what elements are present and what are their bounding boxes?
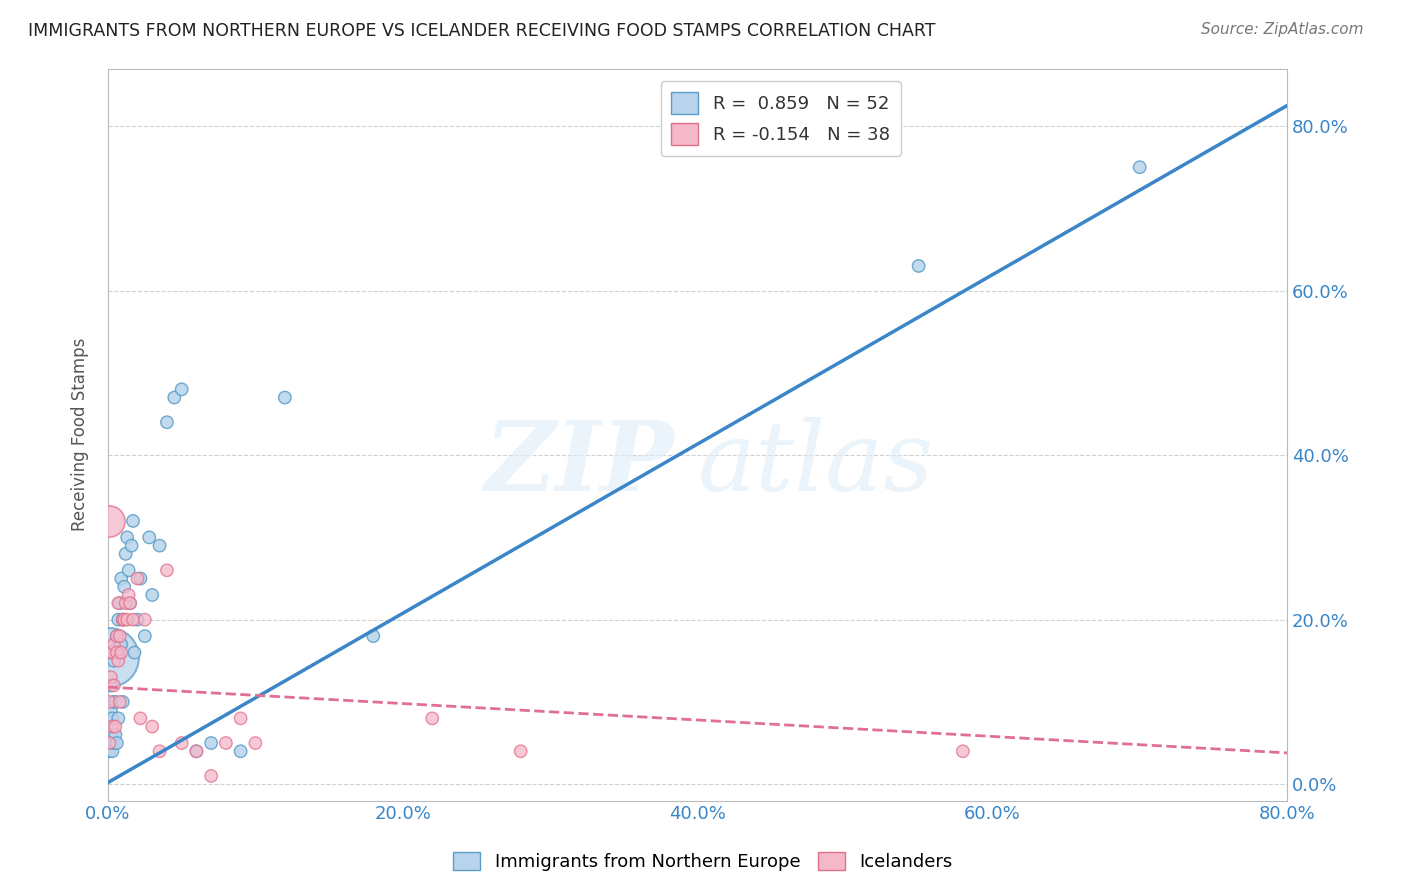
Point <box>104 646 127 660</box>
Point <box>103 637 125 651</box>
Point <box>104 720 127 734</box>
Point <box>98 514 121 528</box>
Point <box>101 711 124 725</box>
Point <box>107 646 129 660</box>
Point <box>952 744 974 758</box>
Point <box>245 736 267 750</box>
Point <box>117 588 139 602</box>
Point <box>111 695 134 709</box>
Point <box>110 637 132 651</box>
Point <box>105 646 128 660</box>
Point <box>124 646 146 660</box>
Point <box>115 613 138 627</box>
Point <box>108 629 131 643</box>
Point <box>98 649 121 664</box>
Point <box>120 596 142 610</box>
Point <box>163 391 186 405</box>
Point <box>107 596 129 610</box>
Point <box>98 744 121 758</box>
Point <box>122 514 145 528</box>
Point <box>186 744 208 758</box>
Point <box>100 678 122 692</box>
Point <box>100 720 122 734</box>
Point <box>170 736 193 750</box>
Point <box>101 720 124 734</box>
Point <box>1129 160 1152 174</box>
Point <box>148 744 170 758</box>
Point <box>100 646 122 660</box>
Point <box>98 711 121 725</box>
Point <box>122 613 145 627</box>
Point <box>129 711 152 725</box>
Point <box>114 547 136 561</box>
Point <box>105 629 128 643</box>
Point <box>108 695 131 709</box>
Point <box>229 711 252 725</box>
Point <box>134 629 156 643</box>
Point <box>156 563 179 577</box>
Point <box>170 382 193 396</box>
Point <box>98 695 121 709</box>
Point <box>104 728 127 742</box>
Point <box>121 539 143 553</box>
Point <box>112 580 135 594</box>
Point <box>141 720 163 734</box>
Point <box>104 695 127 709</box>
Point <box>103 654 125 668</box>
Point <box>110 572 132 586</box>
Y-axis label: Receiving Food Stamps: Receiving Food Stamps <box>72 338 89 532</box>
Point <box>107 613 129 627</box>
Point <box>112 613 135 627</box>
Point <box>361 629 384 643</box>
Text: atlas: atlas <box>697 417 934 511</box>
Point <box>148 539 170 553</box>
Point <box>115 530 138 544</box>
Text: ZIP: ZIP <box>484 417 673 511</box>
Point <box>103 695 125 709</box>
Point <box>156 415 179 429</box>
Point <box>200 769 222 783</box>
Point <box>110 646 132 660</box>
Legend: R =  0.859   N = 52, R = -0.154   N = 38: R = 0.859 N = 52, R = -0.154 N = 38 <box>661 81 901 156</box>
Point <box>108 596 131 610</box>
Point <box>186 744 208 758</box>
Point <box>101 646 124 660</box>
Legend: Immigrants from Northern Europe, Icelanders: Immigrants from Northern Europe, Iceland… <box>446 845 960 879</box>
Point <box>101 728 124 742</box>
Point <box>127 613 149 627</box>
Point <box>105 629 128 643</box>
Point <box>141 588 163 602</box>
Point <box>215 736 238 750</box>
Point <box>509 744 531 758</box>
Point <box>103 678 125 692</box>
Point <box>420 711 443 725</box>
Text: Source: ZipAtlas.com: Source: ZipAtlas.com <box>1201 22 1364 37</box>
Point <box>98 736 121 750</box>
Point <box>107 654 129 668</box>
Point <box>274 391 297 405</box>
Point <box>120 596 142 610</box>
Point <box>101 646 124 660</box>
Point <box>129 572 152 586</box>
Point <box>103 736 125 750</box>
Point <box>134 613 156 627</box>
Point <box>114 596 136 610</box>
Point <box>138 530 160 544</box>
Text: IMMIGRANTS FROM NORTHERN EUROPE VS ICELANDER RECEIVING FOOD STAMPS CORRELATION C: IMMIGRANTS FROM NORTHERN EUROPE VS ICELA… <box>28 22 935 40</box>
Point <box>100 703 122 717</box>
Point <box>108 637 131 651</box>
Point <box>229 744 252 758</box>
Point <box>111 613 134 627</box>
Point <box>105 736 128 750</box>
Point <box>200 736 222 750</box>
Point <box>111 613 134 627</box>
Point <box>101 744 124 758</box>
Point <box>107 711 129 725</box>
Point <box>907 259 929 273</box>
Point <box>98 728 121 742</box>
Point <box>117 563 139 577</box>
Point <box>127 572 149 586</box>
Point <box>100 736 122 750</box>
Point <box>100 670 122 684</box>
